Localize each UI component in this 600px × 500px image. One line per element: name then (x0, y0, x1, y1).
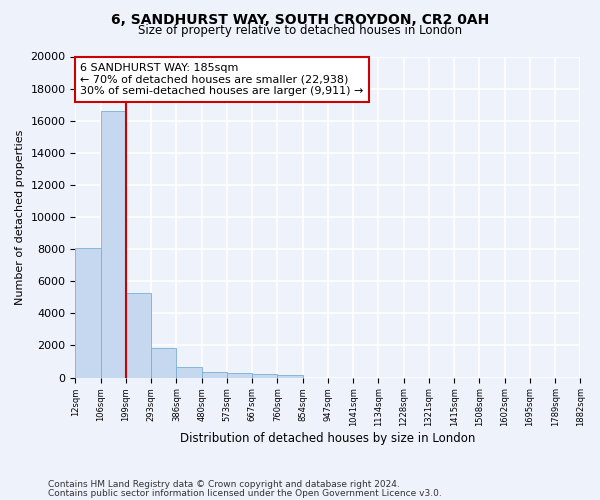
Text: Size of property relative to detached houses in London: Size of property relative to detached ho… (138, 24, 462, 37)
Bar (151, 348, 176, 378)
Text: 6 SANDHURST WAY: 185sqm
← 70% of detached houses are smaller (22,938)
30% of sem: 6 SANDHURST WAY: 185sqm ← 70% of detache… (80, 63, 364, 96)
Bar (101, 111, 126, 378)
Text: Contains HM Land Registry data © Crown copyright and database right 2024.: Contains HM Land Registry data © Crown c… (48, 480, 400, 489)
Text: Contains public sector information licensed under the Open Government Licence v3: Contains public sector information licen… (48, 489, 442, 498)
Bar (277, 375, 302, 378)
Y-axis label: Number of detached properties: Number of detached properties (15, 130, 25, 304)
Bar (202, 372, 227, 378)
Text: 6, SANDHURST WAY, SOUTH CROYDON, CR2 0AH: 6, SANDHURST WAY, SOUTH CROYDON, CR2 0AH (111, 12, 489, 26)
X-axis label: Distribution of detached houses by size in London: Distribution of detached houses by size … (180, 432, 476, 445)
Bar (176, 367, 202, 378)
Bar (227, 374, 252, 378)
Bar (126, 292, 151, 378)
Bar (76, 248, 101, 378)
Bar (252, 374, 277, 378)
